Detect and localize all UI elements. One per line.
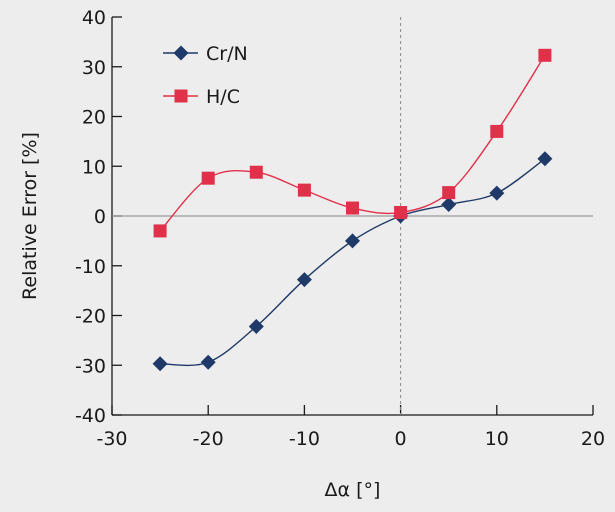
legend-label-h-c: H/C bbox=[206, 86, 240, 108]
x-tick-label: 10 bbox=[485, 428, 509, 450]
y-tick-label: 20 bbox=[82, 107, 106, 129]
data-point-h-c bbox=[442, 186, 455, 199]
y-tick-label: 0 bbox=[94, 206, 106, 228]
y-tick-label: -20 bbox=[75, 306, 106, 328]
data-point-h-c bbox=[250, 166, 263, 179]
x-tick-label: -10 bbox=[289, 428, 320, 450]
data-point-cr-n bbox=[153, 356, 168, 371]
x-tick-label: -20 bbox=[193, 428, 224, 450]
y-tick-label: 10 bbox=[82, 156, 106, 178]
data-point-h-c bbox=[154, 224, 167, 237]
x-tick-label: 20 bbox=[581, 428, 605, 450]
legend-label-cr-n: Cr/N bbox=[206, 43, 248, 65]
legend-marker-h-c bbox=[175, 90, 188, 103]
data-point-cr-n bbox=[441, 197, 456, 212]
data-point-h-c bbox=[490, 125, 503, 138]
legend: Cr/N H/C bbox=[163, 43, 248, 108]
series-h-c bbox=[154, 49, 552, 238]
series-line-cr-n bbox=[160, 159, 545, 366]
x-axis-title: Δα [°] bbox=[325, 479, 381, 501]
data-point-cr-n bbox=[537, 151, 552, 166]
y-tick-label: -10 bbox=[75, 256, 106, 278]
data-point-h-c bbox=[202, 172, 215, 185]
y-tick-label: -30 bbox=[75, 355, 106, 377]
legend-marker-cr-n bbox=[174, 46, 189, 61]
data-point-h-c bbox=[538, 49, 551, 62]
y-axis-title: Relative Error [%] bbox=[19, 132, 41, 300]
y-tick-label: 40 bbox=[82, 7, 106, 29]
data-point-h-c bbox=[298, 184, 311, 197]
data-point-h-c bbox=[394, 206, 407, 219]
data-point-h-c bbox=[346, 202, 359, 215]
x-tick-label: 0 bbox=[395, 428, 407, 450]
data-point-cr-n bbox=[201, 355, 216, 370]
data-point-cr-n bbox=[345, 233, 360, 248]
y-tick-label: -40 bbox=[75, 405, 106, 427]
reference-lines bbox=[112, 17, 593, 415]
x-tick-label: -30 bbox=[96, 428, 127, 450]
y-tick-label: 30 bbox=[82, 57, 106, 79]
data-point-cr-n bbox=[489, 186, 504, 201]
